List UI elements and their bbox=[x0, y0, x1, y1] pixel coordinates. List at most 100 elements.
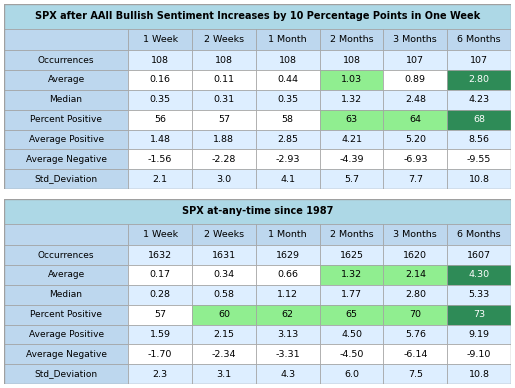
Text: 3 Months: 3 Months bbox=[393, 35, 437, 44]
Bar bbox=[447, 110, 511, 130]
Bar bbox=[128, 324, 192, 345]
Bar bbox=[4, 345, 128, 364]
Bar bbox=[256, 90, 320, 110]
Bar bbox=[383, 224, 447, 245]
Bar bbox=[320, 364, 383, 384]
Text: 0.28: 0.28 bbox=[150, 290, 170, 299]
Text: 68: 68 bbox=[473, 115, 485, 124]
Text: 57: 57 bbox=[218, 115, 230, 124]
Bar bbox=[383, 149, 447, 169]
Bar bbox=[383, 324, 447, 345]
Bar bbox=[4, 4, 511, 29]
Bar bbox=[320, 149, 383, 169]
Bar bbox=[447, 90, 511, 110]
Bar bbox=[192, 110, 256, 130]
Bar bbox=[383, 345, 447, 364]
Text: Percent Positive: Percent Positive bbox=[30, 115, 102, 124]
Text: Std_Deviation: Std_Deviation bbox=[35, 370, 98, 379]
Bar bbox=[383, 110, 447, 130]
Bar bbox=[128, 245, 192, 265]
Text: 1.59: 1.59 bbox=[150, 330, 170, 339]
Bar bbox=[128, 110, 192, 130]
Text: 3.13: 3.13 bbox=[277, 330, 298, 339]
Text: 1620: 1620 bbox=[403, 251, 427, 260]
Bar bbox=[4, 130, 128, 149]
Text: 2.80: 2.80 bbox=[405, 290, 426, 299]
Bar bbox=[383, 90, 447, 110]
Text: 2 Weeks: 2 Weeks bbox=[204, 230, 244, 239]
Text: 60: 60 bbox=[218, 310, 230, 319]
Bar bbox=[447, 29, 511, 50]
Text: Median: Median bbox=[49, 290, 82, 299]
Bar bbox=[447, 224, 511, 245]
Text: 56: 56 bbox=[154, 115, 166, 124]
Text: 108: 108 bbox=[342, 55, 360, 65]
Text: 65: 65 bbox=[346, 310, 357, 319]
Text: 4.30: 4.30 bbox=[469, 270, 490, 279]
Bar bbox=[447, 345, 511, 364]
Text: 2.3: 2.3 bbox=[152, 370, 168, 379]
Text: 63: 63 bbox=[346, 115, 357, 124]
Bar bbox=[4, 50, 128, 70]
Bar bbox=[128, 224, 192, 245]
Bar bbox=[320, 169, 383, 189]
Text: 1.03: 1.03 bbox=[341, 76, 362, 85]
Bar bbox=[256, 130, 320, 149]
Bar bbox=[192, 364, 256, 384]
Bar bbox=[447, 245, 511, 265]
Text: SPX at-any-time since 1987: SPX at-any-time since 1987 bbox=[182, 206, 333, 217]
Text: Median: Median bbox=[49, 95, 82, 104]
Bar bbox=[4, 224, 128, 245]
Text: 9.19: 9.19 bbox=[469, 330, 490, 339]
Bar bbox=[256, 50, 320, 70]
Text: 6 Months: 6 Months bbox=[457, 230, 501, 239]
Text: 1.32: 1.32 bbox=[341, 270, 362, 279]
Bar bbox=[256, 324, 320, 345]
Text: 1.32: 1.32 bbox=[341, 95, 362, 104]
Bar bbox=[4, 149, 128, 169]
Bar bbox=[383, 50, 447, 70]
Bar bbox=[192, 149, 256, 169]
Text: 10.8: 10.8 bbox=[469, 175, 490, 184]
Bar bbox=[4, 285, 128, 305]
Bar bbox=[128, 285, 192, 305]
Text: 2.80: 2.80 bbox=[469, 76, 490, 85]
Bar bbox=[4, 29, 128, 50]
Text: 7.7: 7.7 bbox=[408, 175, 423, 184]
Text: -2.34: -2.34 bbox=[212, 350, 236, 359]
Bar bbox=[320, 265, 383, 285]
Text: 3.1: 3.1 bbox=[216, 370, 231, 379]
Text: 7.5: 7.5 bbox=[408, 370, 423, 379]
Bar bbox=[4, 70, 128, 90]
Text: 0.35: 0.35 bbox=[277, 95, 298, 104]
Text: 64: 64 bbox=[409, 115, 421, 124]
Bar bbox=[447, 70, 511, 90]
Bar bbox=[4, 245, 128, 265]
Bar bbox=[192, 245, 256, 265]
Text: 1607: 1607 bbox=[467, 251, 491, 260]
Bar bbox=[192, 345, 256, 364]
Bar bbox=[383, 265, 447, 285]
Bar bbox=[383, 29, 447, 50]
Bar bbox=[447, 169, 511, 189]
Bar bbox=[192, 50, 256, 70]
Bar bbox=[192, 224, 256, 245]
Text: Std_Deviation: Std_Deviation bbox=[35, 175, 98, 184]
Bar bbox=[320, 245, 383, 265]
Text: Occurrences: Occurrences bbox=[38, 251, 94, 260]
Text: Average Positive: Average Positive bbox=[28, 135, 104, 144]
Text: -2.93: -2.93 bbox=[276, 155, 300, 164]
Bar bbox=[383, 130, 447, 149]
Text: 1.12: 1.12 bbox=[277, 290, 298, 299]
Text: 0.16: 0.16 bbox=[150, 76, 170, 85]
Bar bbox=[447, 305, 511, 324]
Text: 0.66: 0.66 bbox=[277, 270, 298, 279]
Bar bbox=[128, 345, 192, 364]
Text: Average: Average bbox=[47, 76, 85, 85]
Text: -1.70: -1.70 bbox=[148, 350, 173, 359]
Bar bbox=[128, 70, 192, 90]
Bar bbox=[192, 324, 256, 345]
Text: 107: 107 bbox=[470, 55, 488, 65]
Text: 5.7: 5.7 bbox=[344, 175, 359, 184]
Bar bbox=[256, 265, 320, 285]
